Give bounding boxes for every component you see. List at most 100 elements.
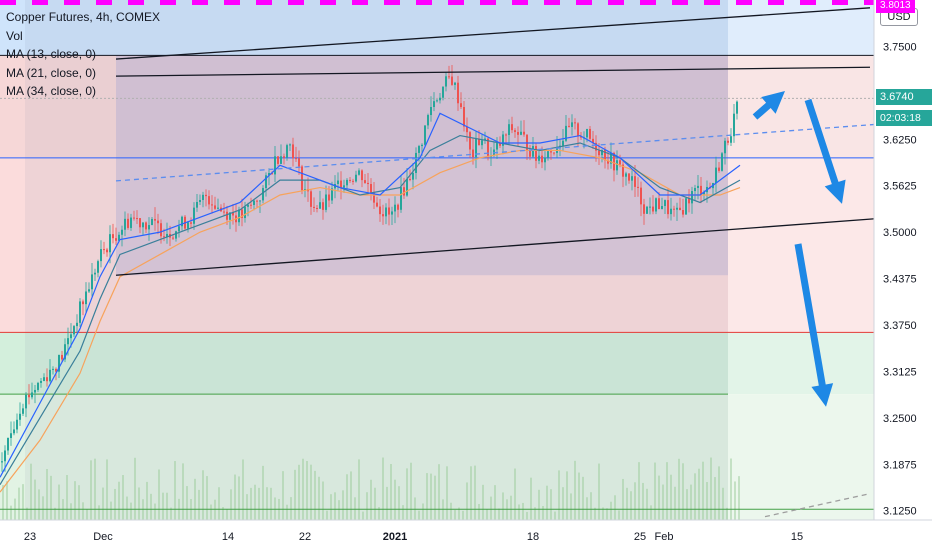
y-tick-label: 3.1250 <box>883 506 917 518</box>
x-tick-label: 25 <box>634 531 646 543</box>
volume-bar <box>602 507 604 520</box>
magenta-dash <box>736 0 752 5</box>
volume-bar <box>358 459 360 520</box>
candle-body <box>76 322 78 327</box>
zone-dark-overlay <box>25 0 728 520</box>
candle-body <box>166 233 168 237</box>
volume-bar <box>490 496 492 520</box>
volume-bar <box>302 458 304 520</box>
candle-body <box>544 157 546 163</box>
volume-bar <box>186 486 188 520</box>
y-tick-label: 3.5625 <box>883 181 917 193</box>
volume-bar <box>246 494 248 520</box>
candle-body <box>418 146 420 153</box>
candle-body <box>667 200 669 215</box>
candle-body <box>133 217 135 219</box>
candle-body <box>46 377 48 382</box>
y-tick-label: 3.6250 <box>883 134 917 146</box>
volume-bar <box>318 476 320 520</box>
candle-body <box>226 211 228 220</box>
candle-body <box>475 139 477 158</box>
candle-body <box>31 392 33 398</box>
volume-bar <box>474 465 476 520</box>
volume-bar <box>250 487 252 520</box>
magenta-dash <box>256 0 272 5</box>
volume-bar <box>210 504 212 520</box>
magenta-dash <box>672 0 688 5</box>
volume-bar <box>182 463 184 520</box>
magenta-dash <box>768 0 784 5</box>
volume-bar <box>166 492 168 520</box>
candle-body <box>106 249 108 253</box>
candle-body <box>7 438 9 451</box>
magenta-dash <box>384 0 400 5</box>
y-tick-label: 3.3125 <box>883 366 917 378</box>
volume-label[interactable]: Vol <box>6 28 23 43</box>
candle-body <box>379 206 381 215</box>
volume-bar <box>66 475 68 520</box>
volume-bar <box>362 511 364 520</box>
candle-body <box>316 207 318 209</box>
magenta-dash <box>96 0 112 5</box>
volume-bar <box>150 493 152 520</box>
volume-bar <box>370 479 372 520</box>
candle-body <box>370 184 372 193</box>
candle-body <box>670 208 672 215</box>
candle-body <box>247 204 249 207</box>
candle-body <box>649 206 651 208</box>
candle-body <box>547 151 549 158</box>
candle-body <box>292 144 294 159</box>
candle-body <box>193 207 195 224</box>
magenta-dash <box>640 0 656 5</box>
volume-bar <box>458 507 460 520</box>
volume-bar <box>130 502 132 520</box>
candle-body <box>541 155 543 163</box>
candle-body <box>382 214 384 217</box>
volume-bar <box>414 497 416 520</box>
candle-body <box>34 389 36 393</box>
candle-body <box>13 429 15 434</box>
volume-bar <box>722 487 724 520</box>
candle-body <box>274 156 276 175</box>
volume-bar <box>406 468 408 520</box>
candle-body <box>394 204 396 212</box>
volume-bar <box>678 458 680 520</box>
candle-body <box>262 188 264 201</box>
volume-bar <box>522 502 524 520</box>
candle-body <box>43 377 45 381</box>
volume-bar <box>54 507 56 520</box>
volume-bar <box>98 505 100 520</box>
candle-body <box>565 125 567 141</box>
candle-body <box>58 354 60 372</box>
candle-body <box>682 210 684 215</box>
candle-body <box>508 124 510 135</box>
candle-body <box>151 218 153 226</box>
volume-bar <box>454 509 456 520</box>
candle-body <box>40 380 42 383</box>
volume-bar <box>418 510 420 520</box>
volume-bar <box>102 487 104 520</box>
candle-body <box>172 237 174 239</box>
candle-body <box>688 198 690 204</box>
symbol-title[interactable]: Copper Futures, 4h, COMEX <box>6 10 161 24</box>
volume-bar <box>690 484 692 520</box>
candle-body <box>610 152 612 164</box>
candle-body <box>355 174 357 182</box>
candle-body <box>424 125 426 145</box>
magenta-dash <box>512 0 528 5</box>
volume-bar <box>122 475 124 520</box>
volume-bar <box>162 492 164 520</box>
volume-bar <box>562 487 564 520</box>
ma34-label[interactable]: MA (34, close, 0) <box>6 84 97 98</box>
ma13-label[interactable]: MA (13, close, 0) <box>6 47 97 61</box>
volume-bar <box>78 485 80 520</box>
volume-bar <box>378 507 380 520</box>
ma21-label[interactable]: MA (21, close, 0) <box>6 65 97 80</box>
candle-body <box>73 326 75 335</box>
candle-body <box>28 394 30 398</box>
volume-bar <box>238 476 240 520</box>
candle-body <box>196 201 198 208</box>
candle-body <box>358 170 360 175</box>
volume-bar <box>350 471 352 520</box>
